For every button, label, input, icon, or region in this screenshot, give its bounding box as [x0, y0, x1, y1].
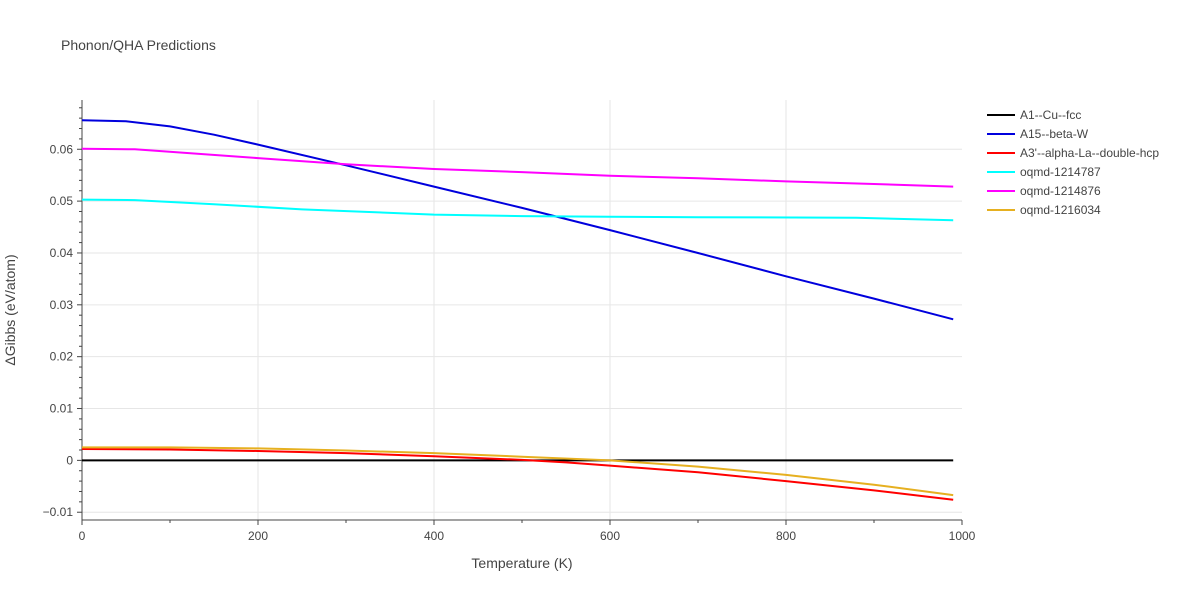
- legend-item-label: oqmd-1214787: [1020, 165, 1101, 179]
- series-line-2: [81, 119, 954, 321]
- y-tick-label: 0: [66, 453, 73, 467]
- x-tick-label: 400: [424, 529, 444, 543]
- y-tick-label: 0.06: [50, 142, 74, 156]
- x-axis-title: Temperature (K): [471, 555, 572, 571]
- x-tick-label: 600: [600, 529, 620, 543]
- chart-title: Phonon/QHA Predictions: [61, 37, 216, 53]
- y-tick-label: 0.01: [50, 402, 74, 416]
- series-line-5: [81, 147, 954, 188]
- y-tick-label: 0.03: [50, 298, 74, 312]
- axis-layer: 0 200 400 600 800 1000 −0.01 0 0.01 0.02 0.03 0.04 0…: [43, 100, 976, 543]
- x-tick-label: 800: [776, 529, 796, 543]
- legend-item-label: A3'--alpha-La--double-hcp: [1020, 146, 1159, 160]
- legend-item-label: oqmd-1216034: [1020, 203, 1101, 217]
- grid-layer: [82, 100, 962, 520]
- y-tick-label: −0.01: [43, 505, 74, 519]
- legend-item-label: A1--Cu--fcc: [1020, 108, 1081, 122]
- series-line-3: [81, 448, 954, 501]
- series-line-4: [81, 198, 954, 222]
- legend-item-label: A15--beta-W: [1020, 127, 1089, 141]
- y-axis-title: ΔGibbs (eV/atom): [2, 254, 18, 365]
- series-line-6: [82, 446, 954, 497]
- x-tick-label: 0: [79, 529, 86, 543]
- y-tick-label: 0.02: [50, 350, 74, 364]
- series-layer: [81, 119, 954, 501]
- y-tick-label: 0.04: [50, 246, 74, 260]
- legend: A1--Cu--fcc A15--beta-W A3'--alpha-La--dou…: [987, 108, 1159, 217]
- legend-item-label: oqmd-1214876: [1020, 184, 1101, 198]
- x-tick-label: 1000: [949, 529, 976, 543]
- x-tick-label: 200: [248, 529, 268, 543]
- y-tick-label: 0.05: [50, 194, 74, 208]
